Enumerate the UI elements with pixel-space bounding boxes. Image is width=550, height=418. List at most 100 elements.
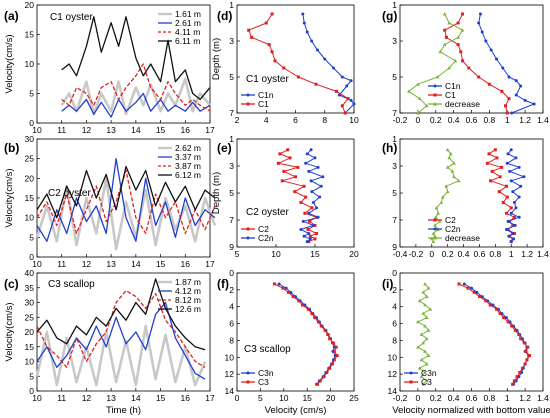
data-point — [315, 232, 319, 235]
data-point — [500, 89, 504, 93]
data-point — [421, 290, 426, 294]
data-point — [526, 345, 530, 349]
legend-label: C2 — [445, 215, 456, 225]
data-point — [434, 205, 439, 210]
legend-marker — [433, 218, 437, 222]
data-point — [447, 66, 451, 70]
data-point — [507, 75, 511, 79]
data-point — [477, 21, 481, 25]
data-point — [308, 237, 312, 241]
data-point — [417, 96, 422, 100]
data-point — [497, 190, 501, 194]
data-point — [513, 223, 517, 227]
y-tick-label: 20 — [25, 0, 35, 10]
x-tick-label: 11 — [57, 259, 66, 269]
x-tick-label: 2 — [235, 115, 240, 125]
data-point — [425, 103, 429, 108]
x-tick-label: 10 — [349, 115, 359, 125]
data-point — [433, 223, 437, 227]
data-point — [349, 79, 353, 83]
legend-label: C3 — [421, 377, 432, 387]
data-point — [511, 382, 515, 386]
data-point — [504, 211, 508, 215]
data-point — [511, 223, 515, 227]
x-tick-label: 10 — [32, 393, 42, 403]
data-point — [495, 307, 499, 311]
x-tick-label: 4 — [264, 115, 269, 125]
data-point — [416, 82, 420, 86]
data-point — [500, 165, 504, 169]
panel-annotation: C3 scallop — [48, 279, 95, 290]
x-tick-label: 13 — [106, 125, 116, 135]
data-point — [445, 165, 450, 169]
data-point — [332, 358, 336, 362]
series-line-b-1 — [36, 158, 216, 242]
data-point — [345, 84, 349, 88]
y-tick-label: 10 — [388, 352, 398, 362]
data-point — [507, 97, 511, 101]
data-point — [297, 299, 301, 303]
x-tick-label: 25 — [349, 393, 359, 403]
x-axis-title: Velocity normalized with bottom value — [392, 405, 550, 416]
data-point — [282, 66, 286, 70]
data-point — [503, 104, 507, 108]
x-tick-label: 1 — [505, 393, 510, 403]
data-point — [328, 366, 332, 370]
data-point — [310, 206, 314, 210]
y-tick-label: 15 — [25, 342, 35, 352]
x-tick-label: 15 — [302, 393, 312, 403]
data-point — [416, 111, 420, 115]
y-tick-label: 4 — [229, 302, 234, 312]
x-tick-label: 1 — [509, 249, 514, 259]
data-point — [343, 111, 347, 115]
data-point — [306, 227, 310, 231]
data-point — [419, 374, 424, 379]
series-line-a-3 — [61, 16, 211, 101]
data-point — [423, 324, 427, 328]
data-point — [519, 84, 523, 88]
legend-label: 2.61 m — [175, 18, 201, 28]
data-point — [484, 299, 488, 303]
data-point — [319, 184, 323, 188]
y-tick-label: 30 — [25, 134, 35, 144]
y-tick-label: 5 — [229, 72, 234, 82]
data-point — [316, 165, 320, 169]
data-point — [326, 333, 330, 337]
data-point — [426, 328, 431, 332]
legend-label: 4.12 m — [175, 286, 201, 296]
data-point — [488, 303, 492, 307]
data-point — [520, 366, 524, 370]
x-tick-label: 1.4 — [537, 115, 549, 125]
data-point — [514, 206, 518, 210]
data-point — [407, 89, 411, 93]
data-point — [489, 179, 493, 183]
y-tick-label: 20 — [25, 327, 35, 337]
data-point — [277, 282, 281, 286]
x-tick-label: 0.6 — [474, 249, 486, 259]
data-point — [472, 290, 476, 294]
data-point — [270, 12, 274, 16]
plot-frame — [236, 4, 355, 114]
data-point — [323, 57, 327, 61]
x-tick-label: -0.2 — [409, 249, 424, 259]
panel-g: -0.2 0 0.2 0.4 0.6 0.8 1 1.2 1.4 1 3 5 7 C1nC1decreas… — [382, 0, 549, 125]
data-point — [510, 111, 514, 115]
data-point — [489, 48, 493, 52]
x-tick-label: 1.2 — [521, 249, 533, 259]
data-point — [311, 200, 315, 204]
x-tick-label: 0 — [429, 249, 434, 259]
data-point — [307, 211, 311, 215]
data-point — [334, 345, 338, 349]
data-point — [310, 39, 314, 43]
x-tick-label: 1.4 — [537, 393, 549, 403]
series-line-a-2 — [61, 63, 211, 112]
y-axis-title: Velocity(cm/s) — [4, 302, 15, 361]
x-tick-label: 17 — [205, 393, 215, 403]
legend-marker — [433, 93, 437, 97]
data-point — [278, 152, 282, 156]
data-point — [509, 179, 513, 183]
y-tick-label: 5 — [392, 188, 397, 198]
data-point — [250, 35, 254, 39]
x-tick-label: 1.2 — [519, 393, 531, 403]
data-point — [417, 298, 422, 303]
